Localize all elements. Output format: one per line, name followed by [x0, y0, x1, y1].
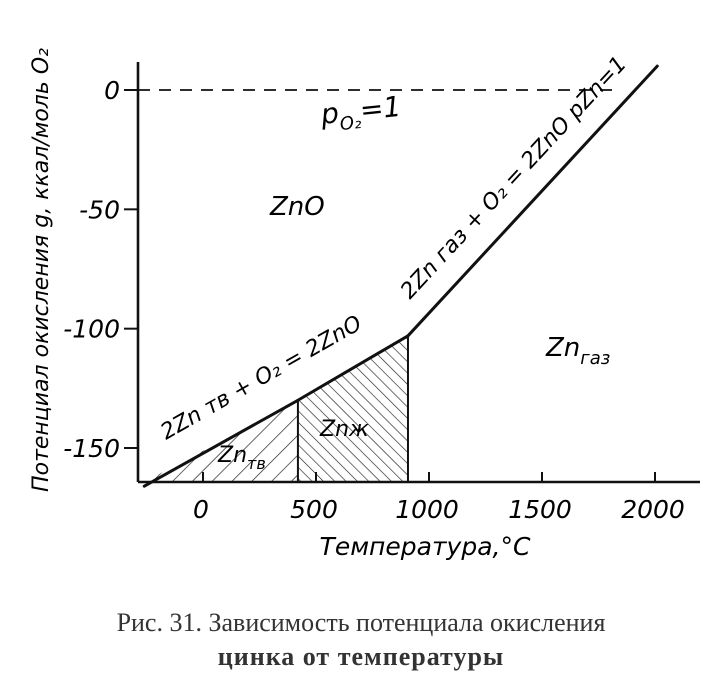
zn-gas-base: Zn [545, 333, 580, 363]
y-axis-title: Потенциал окисления g, ккал/моль O₂ [29, 48, 54, 492]
region-label-zno: ZnO [269, 192, 325, 222]
x-tick-label-1: 500 [290, 495, 338, 524]
zn-solid-subscript: тв [247, 454, 266, 473]
x-axis-title: Температура,°С [320, 532, 531, 561]
region-label-zn-gas: Znгаз [545, 333, 610, 369]
reaction-label-gas: 2Zn газ + O₂ = 2ZnO pZn=1 [396, 52, 632, 304]
y-tick-label-3: -150 [63, 434, 120, 463]
x-tick-label-4: 2000 [621, 495, 685, 524]
x-tick-label-0: 0 [193, 495, 209, 524]
zn-solid-base: Zn [217, 443, 247, 468]
region-zn-liquid-hatch [297, 335, 408, 482]
y-tick-label-2: -100 [63, 315, 120, 344]
region-label-zn-solid: Znтв [217, 443, 266, 473]
series-lines [138, 64, 659, 488]
series-line-2 [406, 64, 659, 338]
zn-gas-subscript: газ [580, 348, 610, 369]
tick-labels: 0 -50 -100 -150 0 500 1000 1500 2000 [63, 76, 685, 524]
series-line-0 [142, 398, 300, 488]
po2-annotation: pO₂=1 [318, 90, 403, 137]
axes [136, 62, 700, 484]
region-zn-solid-hatch [144, 400, 298, 482]
region-label-zn-liquid: Znж [319, 417, 369, 442]
x-tick-label-2: 1000 [395, 495, 459, 524]
figure-caption-line-2: цинка от температуры [217, 642, 505, 671]
tick-marks [124, 89, 656, 482]
figure-caption-line-1: Рис. 31. Зависимость потенциала окислени… [116, 608, 606, 637]
x-tick-label-3: 1500 [508, 495, 572, 524]
po2-base: p [318, 96, 340, 131]
hatched-regions [144, 335, 408, 482]
po2-equals: =1 [358, 90, 403, 127]
y-tick-label-0: 0 [104, 76, 120, 105]
po2-subscript: O₂ [339, 112, 362, 135]
y-tick-label-1: -50 [79, 195, 120, 224]
series-line-1 [296, 334, 410, 402]
